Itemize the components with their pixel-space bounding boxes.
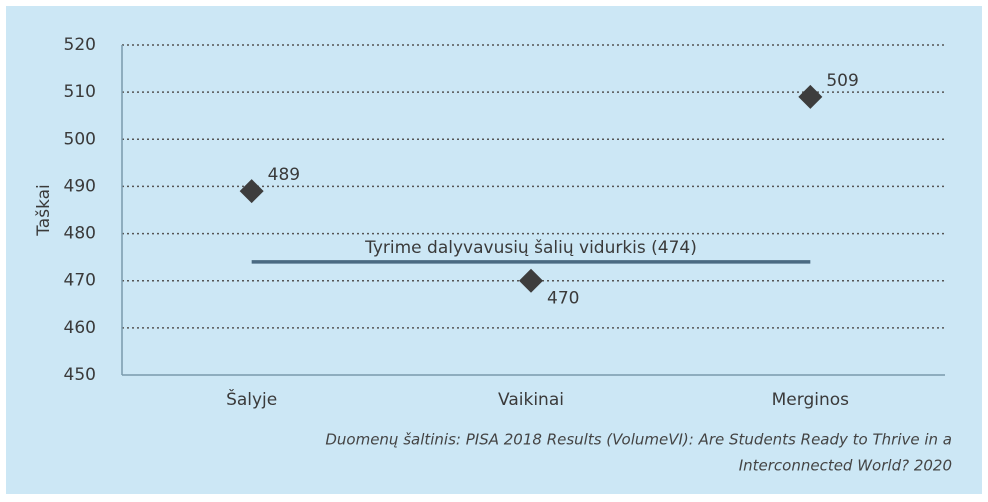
point xyxy=(239,179,264,204)
y-axis-label: Taškai xyxy=(34,184,54,237)
source-note: Interconnected World? 2020 xyxy=(739,457,952,475)
background xyxy=(6,6,982,494)
y-tick-label: 510 xyxy=(64,82,96,102)
data-label: 489 xyxy=(268,165,300,185)
source-note: Duomenų šaltinis: PISA 2018 Results (Vol… xyxy=(325,431,952,449)
y-tick-label: 470 xyxy=(64,271,96,291)
y-tick-label: 520 xyxy=(64,35,96,55)
reference-label: Tyrime dalyvavusių šalių vidurkis (474) xyxy=(364,238,697,258)
y-tick-label: 490 xyxy=(64,176,96,196)
data-label: 470 xyxy=(547,289,579,309)
point xyxy=(519,268,543,293)
y-tick-label: 480 xyxy=(64,224,96,244)
x-tick-label: Šalyje xyxy=(226,388,277,410)
data-label: 509 xyxy=(826,71,858,91)
x-tick-label: Merginos xyxy=(772,390,850,410)
y-tick-label: 460 xyxy=(64,318,96,338)
point xyxy=(798,84,823,109)
y-tick-label: 450 xyxy=(64,365,96,385)
x-tick-label: Vaikinai xyxy=(498,390,564,410)
y-tick-label: 500 xyxy=(64,129,96,149)
